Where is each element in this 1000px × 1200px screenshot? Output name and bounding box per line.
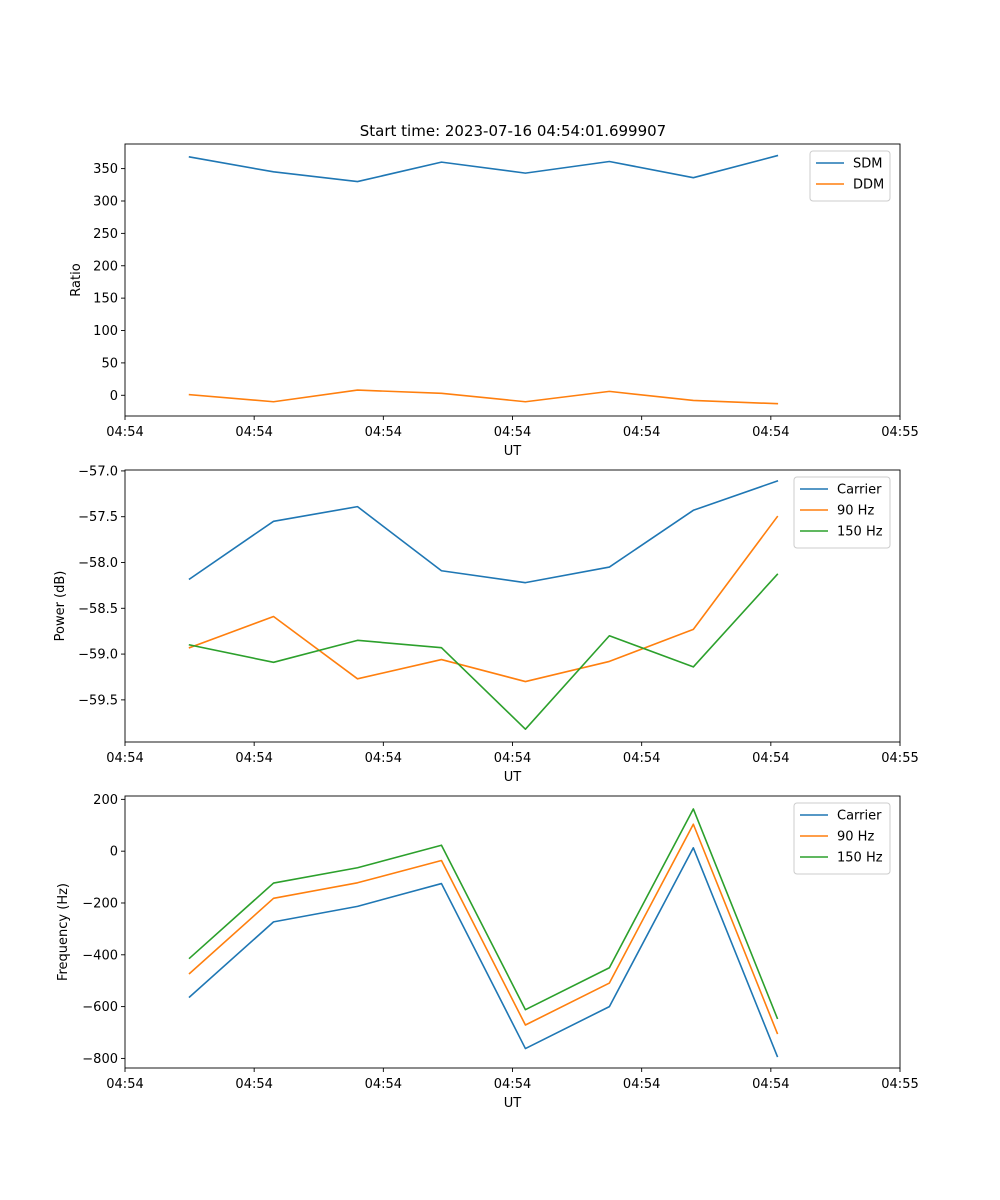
series-line-carrier — [188, 847, 779, 1058]
x-tick-label: 04:54 — [623, 425, 660, 440]
y-tick-label: −800 — [82, 1052, 118, 1067]
legend-label-90-hz: 90 Hz — [837, 504, 874, 519]
series-line-150-hz — [188, 573, 779, 730]
legend-label-carrier: Carrier — [837, 483, 882, 498]
x-tick-label: 04:54 — [623, 751, 660, 766]
series-line-150-hz — [188, 808, 779, 1020]
x-tick-label: 04:54 — [235, 1077, 272, 1092]
x-tick-label: 04:54 — [365, 751, 402, 766]
y-tick-label: 200 — [93, 793, 118, 808]
y-tick-label: −600 — [82, 1000, 118, 1015]
y-tick-label: −400 — [82, 948, 118, 963]
series-line-sdm — [188, 154, 779, 183]
y-tick-label: 200 — [93, 259, 118, 274]
y-tick-label: 300 — [93, 194, 118, 209]
legend: Carrier 90 Hz 150 Hz — [793, 476, 891, 549]
series-line-carrier — [188, 479, 779, 584]
y-tick-label: −58.0 — [78, 556, 118, 571]
y-tick-label: 50 — [101, 356, 118, 371]
legend-label-carrier: Carrier — [837, 809, 882, 824]
chart-panels: 04:54 04:54 04:54 04:54 04:54 04:54 04:55 0 50 10… — [53, 143, 919, 1111]
x-tick-label: 04:54 — [106, 425, 143, 440]
axes-panel-2: 04:54 04:54 04:54 04:54 04:54 04:54 04:55 −59.5… — [53, 464, 919, 785]
x-axis-label: UT — [504, 444, 522, 459]
legend-label-sdm: SDM — [853, 157, 882, 172]
legend: Carrier 90 Hz 150 Hz — [793, 802, 891, 875]
x-tick-label: 04:54 — [752, 1077, 789, 1092]
y-tick-label: 350 — [93, 162, 118, 177]
series-line-90-hz — [188, 515, 779, 683]
x-tick-label: 04:54 — [494, 425, 531, 440]
x-tick-label: 04:54 — [106, 1077, 143, 1092]
y-tick-label: 100 — [93, 324, 118, 339]
y-tick-label: −59.5 — [78, 693, 118, 708]
legend-label-150-hz: 150 Hz — [837, 851, 883, 866]
x-tick-label: 04:55 — [881, 751, 918, 766]
series-line-90-hz — [188, 823, 779, 1035]
axes-panel-3: 04:54 04:54 04:54 04:54 04:54 04:54 04:55 −800 −… — [56, 793, 919, 1111]
legend-label-ddm: DDM — [853, 178, 884, 193]
x-tick-label: 04:54 — [623, 1077, 660, 1092]
y-tick-label: −57.0 — [78, 464, 118, 479]
y-axis-label: Power (dB) — [53, 571, 68, 642]
x-axis-label: UT — [504, 1096, 522, 1111]
y-axis-label: Frequency (Hz) — [56, 883, 71, 981]
x-tick-label: 04:54 — [494, 1077, 531, 1092]
series-line-ddm — [188, 389, 779, 405]
x-tick-label: 04:54 — [752, 751, 789, 766]
y-axis-label: Ratio — [69, 263, 84, 296]
x-tick-label: 04:54 — [752, 425, 789, 440]
x-tick-label: 04:54 — [365, 425, 402, 440]
x-tick-label: 04:55 — [881, 1077, 918, 1092]
y-tick-label: 0 — [110, 845, 118, 860]
y-tick-label: −200 — [82, 896, 118, 911]
x-tick-label: 04:54 — [235, 751, 272, 766]
x-tick-label: 04:54 — [235, 425, 272, 440]
legend-label-90-hz: 90 Hz — [837, 830, 874, 845]
y-tick-label: 250 — [93, 227, 118, 242]
y-tick-label: 150 — [93, 292, 118, 307]
x-axis-label: UT — [504, 770, 522, 785]
x-tick-label: 04:54 — [494, 751, 531, 766]
legend: SDM DDM — [809, 150, 891, 202]
y-tick-label: −57.5 — [78, 510, 118, 525]
x-tick-label: 04:55 — [881, 425, 918, 440]
x-tick-label: 04:54 — [106, 751, 143, 766]
x-tick-label: 04:54 — [365, 1077, 402, 1092]
legend-label-150-hz: 150 Hz — [837, 525, 883, 540]
y-tick-label: 0 — [110, 389, 118, 404]
y-tick-label: −59.0 — [78, 648, 118, 663]
chart-title: Start time: 2023-07-16 04:54:01.699907 — [360, 122, 666, 140]
y-tick-label: −58.5 — [78, 602, 118, 617]
axes-panel-1: 04:54 04:54 04:54 04:54 04:54 04:54 04:55 0 50 10… — [69, 143, 919, 459]
